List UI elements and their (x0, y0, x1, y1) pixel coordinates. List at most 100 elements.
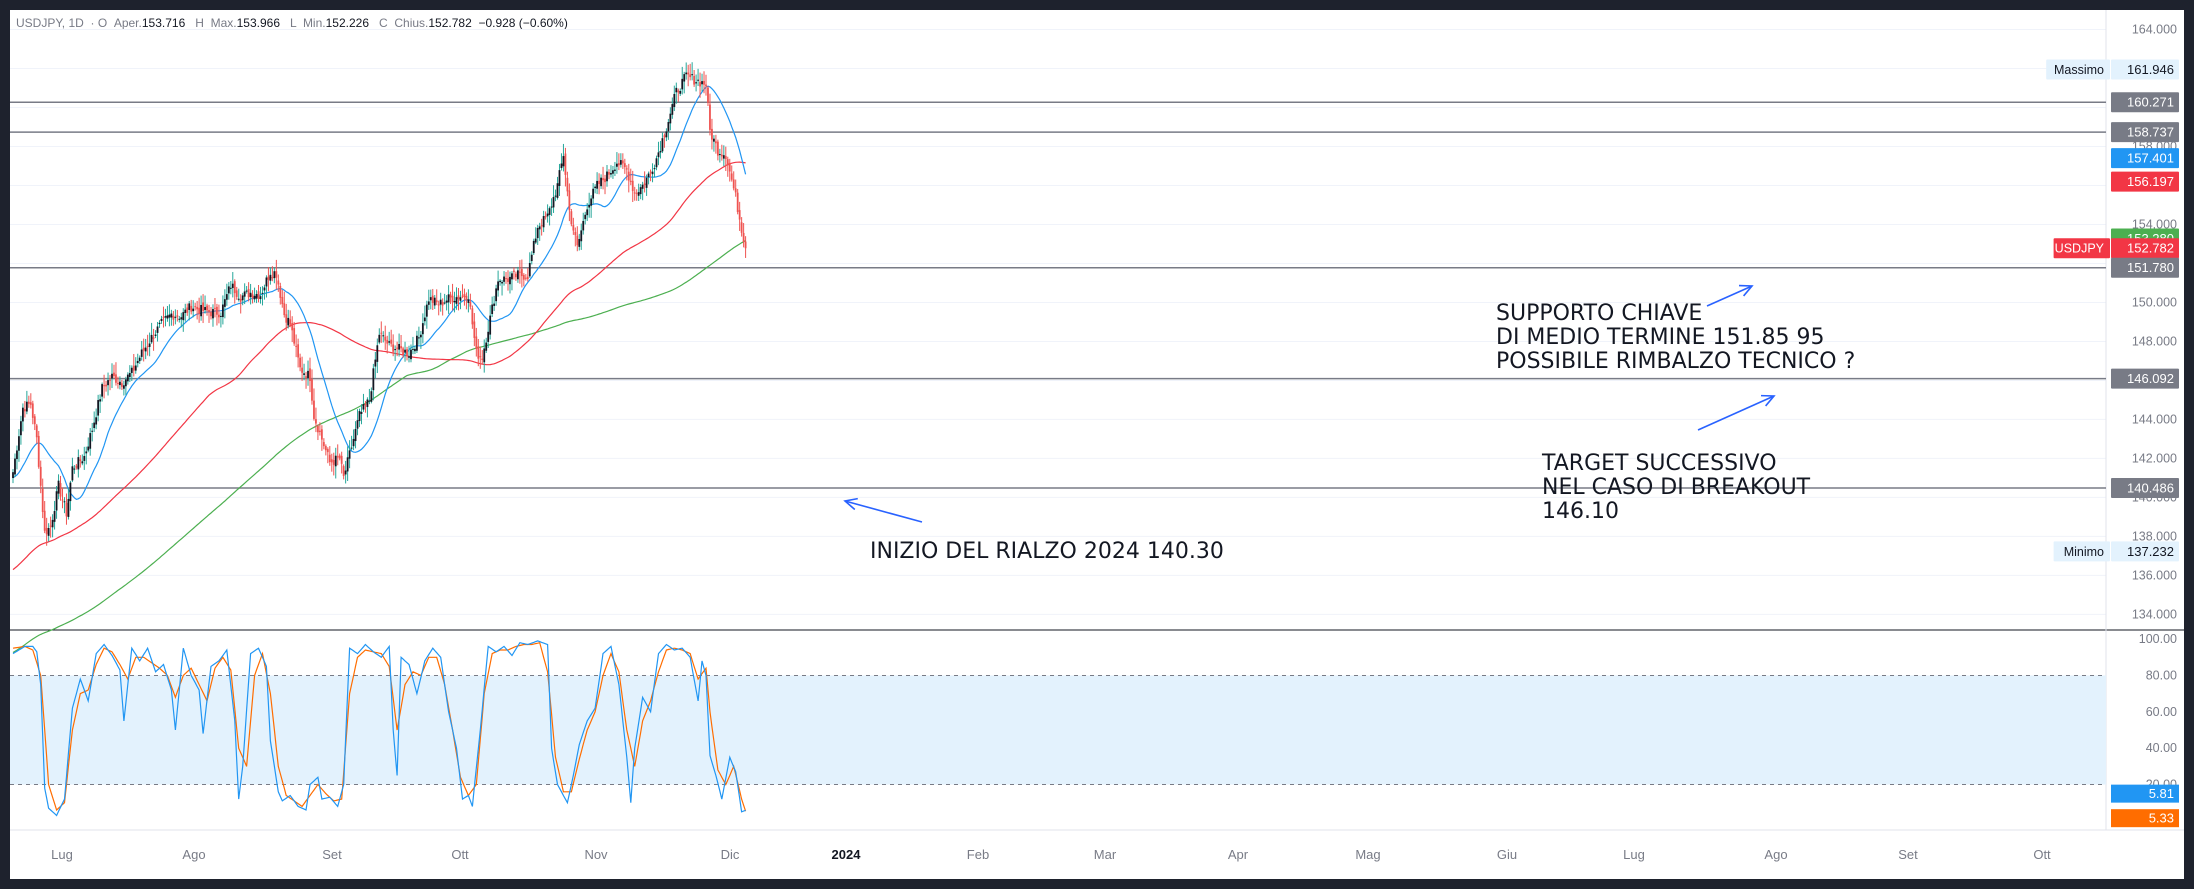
candle-body (453, 300, 456, 303)
candle (47, 523, 50, 542)
candle (730, 165, 733, 182)
price-tick-label: 154.000 (2132, 217, 2177, 231)
candle-body (451, 295, 454, 303)
candle (455, 287, 458, 310)
candle-body (390, 339, 393, 344)
candle-body (720, 154, 723, 157)
candle-body (606, 171, 608, 182)
candle (12, 469, 14, 484)
candle-body (95, 417, 98, 425)
time-tick-label: Nov (584, 847, 608, 862)
candle (544, 211, 547, 220)
candle (301, 356, 303, 381)
candle (481, 350, 484, 365)
candle-body (687, 72, 690, 75)
candle (328, 446, 331, 466)
candle-body (659, 151, 662, 153)
candle-body (544, 216, 547, 218)
candle (227, 282, 230, 300)
candle-body (716, 141, 719, 156)
candle-body (53, 511, 56, 522)
candle (530, 251, 533, 265)
candle (451, 283, 454, 311)
candle-body (283, 303, 286, 316)
candle-body (540, 225, 543, 227)
candle-body (119, 381, 121, 386)
candle-body (431, 295, 434, 303)
candle (283, 291, 286, 318)
candle-body (463, 293, 466, 298)
candle-body (261, 292, 264, 294)
time-tick-label: Apr (1228, 847, 1249, 862)
candle-body (675, 87, 678, 93)
candle (324, 444, 327, 456)
candle-body (113, 372, 115, 377)
candle-body (742, 232, 745, 243)
candle-body (623, 163, 626, 168)
candle (346, 446, 349, 482)
candle-body (182, 312, 185, 321)
candle-body (493, 303, 496, 306)
candle (419, 331, 422, 349)
candle (560, 153, 563, 171)
candle (534, 227, 537, 245)
candle (43, 501, 46, 534)
candle-body (538, 226, 541, 230)
candle-body (586, 209, 589, 216)
candle (117, 376, 119, 389)
arrow-head (1760, 394, 1776, 407)
candle-body (186, 307, 189, 313)
candle (18, 429, 20, 462)
candle (190, 299, 193, 315)
candle (564, 147, 567, 187)
candle (473, 312, 476, 347)
candle (200, 295, 202, 321)
candle-body (299, 357, 301, 368)
candle (45, 517, 48, 546)
candle (198, 297, 201, 323)
candle-body (439, 299, 442, 305)
candle-body (598, 180, 600, 185)
candle-body (29, 402, 32, 405)
candle-body (332, 459, 335, 465)
candle (204, 295, 206, 314)
price-tick-label: 164.000 (2132, 22, 2177, 36)
legend-high-value: 153.966 (236, 16, 281, 30)
annotation-text: INIZIO DEL RIALZO 2024 140.30 (870, 539, 1224, 564)
candle (241, 292, 244, 306)
candle-body (414, 348, 416, 352)
candle-body (520, 269, 523, 277)
stoch-tick-label: 40.00 (2146, 741, 2177, 755)
candle (653, 164, 656, 178)
candle (738, 201, 741, 231)
candle (279, 282, 282, 305)
legend-open-prefix: Aper. (113, 16, 142, 30)
candle-body (77, 457, 80, 470)
candle-body (711, 128, 713, 140)
candle (319, 422, 321, 436)
candle (212, 304, 214, 327)
candle-body (368, 400, 371, 402)
arrow-to-support (1706, 284, 1754, 307)
candle (477, 338, 480, 367)
candle-body (206, 305, 208, 311)
arrow-shaft (844, 500, 923, 523)
candle (400, 334, 402, 353)
candle (69, 480, 72, 511)
candle-body (697, 79, 699, 81)
candle (552, 185, 555, 213)
candle (631, 170, 634, 203)
candle (572, 217, 575, 235)
candle-body (208, 310, 210, 313)
candle (229, 281, 232, 295)
candle (99, 394, 102, 413)
candle (305, 371, 307, 389)
candle-body (588, 204, 591, 208)
candle-body (471, 308, 474, 325)
candle-body (651, 171, 654, 175)
chart-frame: USDJPY, 1D · O Aper.153.716 H Max.153.96… (10, 10, 2184, 879)
candle-body (291, 323, 294, 331)
price-label-value: 161.946 (2127, 62, 2174, 77)
legend-symbol[interactable]: USDJPY, 1D (16, 16, 84, 30)
